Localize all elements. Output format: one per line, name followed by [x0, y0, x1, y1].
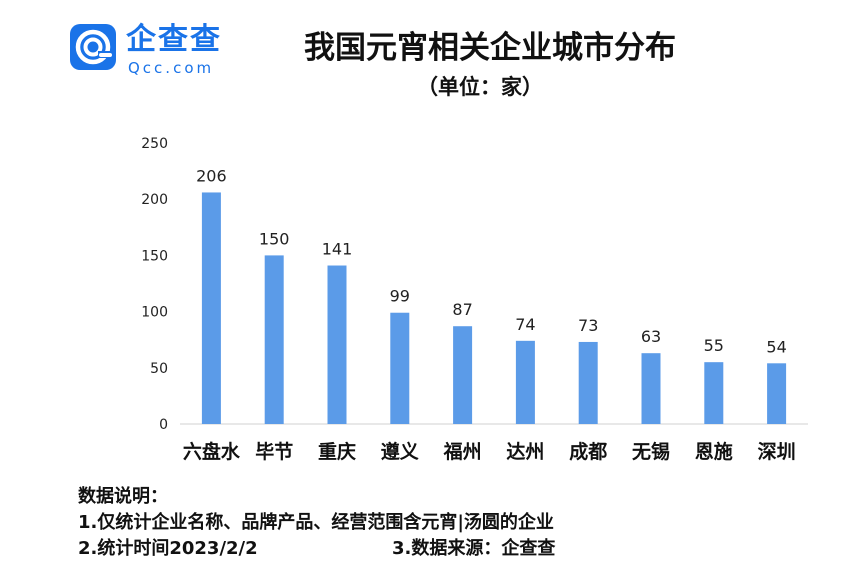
data-label: 99 — [390, 287, 410, 306]
data-label: 87 — [452, 300, 472, 319]
bar — [767, 363, 787, 424]
data-notes: 数据说明： 1.仅统计企业名称、品牌产品、经营范围含元宵|汤圆的企业 2.统计时… — [78, 484, 858, 562]
x-tick-label: 恩施 — [695, 440, 733, 463]
x-tick-label: 重庆 — [318, 440, 356, 463]
bar — [453, 326, 473, 424]
notes-line-1: 1.仅统计企业名称、品牌产品、经营范围含元宵|汤圆的企业 — [78, 512, 554, 533]
y-tick-label: 50 — [150, 361, 168, 377]
data-label: 141 — [322, 240, 353, 259]
bar — [201, 192, 221, 424]
x-tick-label: 达州 — [506, 440, 544, 463]
logo-name: 企查查 — [126, 22, 222, 57]
notes-source: 3.数据来源：企查查 — [392, 538, 556, 559]
bar — [515, 340, 535, 424]
x-tick-label: 深圳 — [758, 440, 796, 463]
bar — [327, 265, 347, 424]
data-label: 206 — [196, 166, 227, 185]
y-tick-label: 200 — [141, 192, 168, 208]
chart-title: 我国元宵相关企业城市分布 — [304, 30, 676, 66]
y-tick-label: 0 — [159, 417, 168, 433]
logo-domain: Qcc.com — [128, 59, 215, 77]
notes-heading: 数据说明： — [78, 486, 168, 507]
bar — [264, 255, 284, 424]
y-tick-label: 250 — [141, 136, 168, 152]
x-tick-label: 遵义 — [381, 440, 419, 463]
data-label: 73 — [578, 316, 598, 335]
data-label: 54 — [766, 337, 786, 356]
x-tick-label: 六盘水 — [183, 440, 241, 463]
bar — [641, 353, 661, 424]
data-label: 55 — [704, 336, 724, 355]
y-tick-label: 100 — [141, 305, 168, 321]
data-label: 150 — [259, 229, 290, 248]
bar — [704, 362, 724, 424]
data-label: 63 — [641, 327, 661, 346]
chart-subtitle: （单位：家） — [417, 75, 543, 99]
data-label: 74 — [515, 315, 535, 334]
x-tick-label: 毕节 — [255, 441, 293, 463]
notes-line-2: 2.统计时间2023/2/2 — [78, 538, 258, 559]
x-tick-label: 无锡 — [632, 440, 670, 463]
brand-logo: 企查查 Qcc.com — [70, 22, 240, 78]
y-tick-label: 150 — [141, 248, 168, 264]
qcc-logo-icon — [70, 24, 116, 70]
bar — [578, 341, 598, 424]
x-tick-label: 成都 — [569, 440, 607, 463]
x-tick-label: 福州 — [443, 440, 482, 463]
bar — [390, 312, 410, 424]
bar-chart: 0 50 100 150 200 250 206 六盘水 150 毕节 141 重庆 99 遵义 87 福州 7… — [141, 136, 808, 463]
notes-line-2-row: 2.统计时间2023/2/2 3.数据来源：企查查 — [78, 536, 858, 562]
